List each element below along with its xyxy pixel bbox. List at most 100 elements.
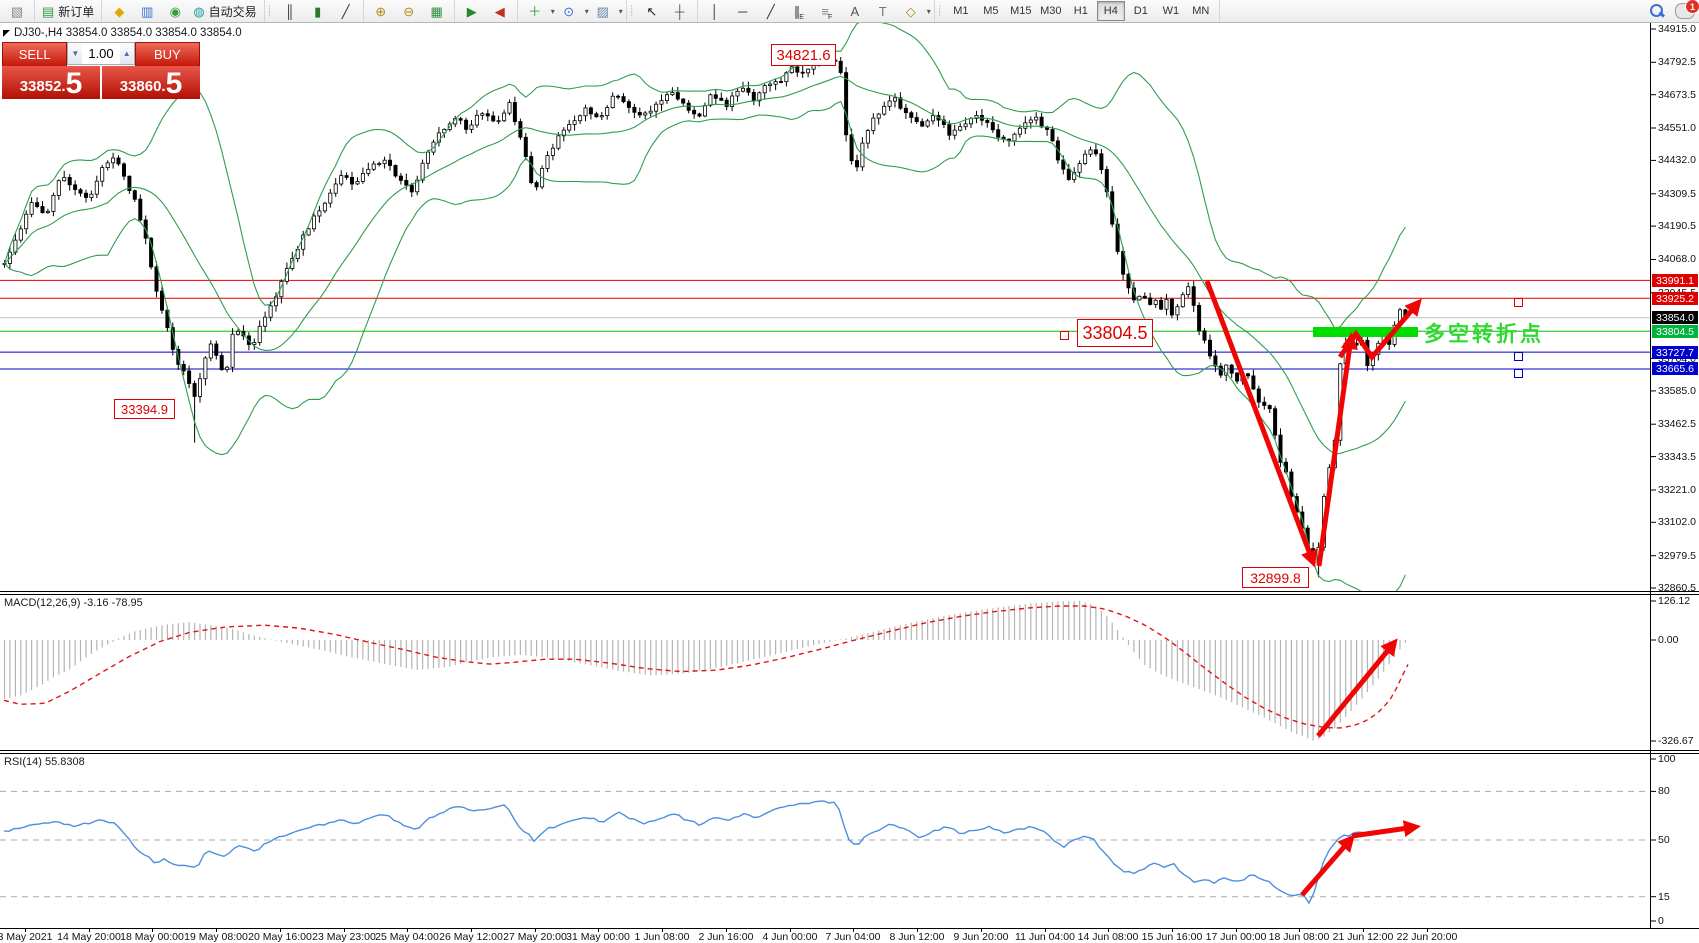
navigator-button[interactable]: ◉ [162, 0, 188, 22]
time-axis-label: 31 May 00:00 [566, 931, 630, 943]
timeframe-M15-button[interactable]: M15 [1010, 5, 1032, 17]
buy-price-pip: 5 [165, 67, 183, 100]
chart-shift-button[interactable]: ◀ [487, 0, 513, 22]
text-icon: A [850, 3, 860, 19]
dropdown-caret-icon: ▾ [550, 6, 555, 16]
volume-stepper[interactable]: ▼ 1.00 ▲ [67, 42, 135, 65]
time-axis-label: 22 Jun 20:00 [1396, 931, 1458, 943]
rsi-level-lines [0, 790, 1650, 898]
horizontal-line-button[interactable]: ─ [730, 0, 756, 22]
time-axis-label: 18 Jun 08:00 [1268, 931, 1330, 943]
price-tag-33854.0: 33854.0 [1652, 311, 1698, 324]
timeframe-M1-button[interactable]: M1 [953, 5, 969, 17]
symbol-ohlc-header: DJ30-,H4 33854.0 33854.0 33854.0 33854.0 [14, 27, 242, 39]
trendline-button[interactable]: ╱ [758, 0, 784, 22]
timeframe-MN-button[interactable]: MN [1192, 5, 1210, 17]
market-watch-icon: ▥ [141, 3, 154, 19]
price-tag-33925.2: 33925.2 [1652, 292, 1698, 305]
rsi-axis-tick: 100 [1658, 753, 1676, 765]
price-tag-33665.6: 33665.6 [1652, 362, 1698, 375]
zoom-out-button[interactable]: ⊖ [396, 0, 422, 22]
chart-corner-icon[interactable] [3, 30, 10, 37]
sell-button[interactable]: SELL [2, 42, 68, 67]
time-axis-label: 27 May 20:00 [503, 931, 567, 943]
volume-decrease-button[interactable]: ▼ [68, 43, 83, 64]
bar-chart-icon: ║ [285, 3, 295, 19]
price-level-lines[interactable] [0, 279, 1650, 370]
buy-price-main: 33860 [119, 78, 162, 95]
zoom-in-icon: ⊕ [375, 3, 387, 19]
price-axis-tick: 33343.5 [1658, 451, 1696, 463]
zoom-in-button[interactable]: ⊕ [368, 0, 394, 22]
timeframe-group: M1 M5 M15 M30 H1 H4 D1 W1 MN [943, 0, 1220, 22]
text-button[interactable]: A [842, 0, 868, 22]
turning-point-highlight-bar[interactable] [1313, 327, 1418, 337]
timeframe-M5-button[interactable]: M5 [983, 5, 999, 17]
auto-trading-button[interactable]: ◍ 自动交易 [193, 3, 257, 19]
time-axis-label: 15 Jun 16:00 [1141, 931, 1203, 943]
timeframe-H4-button[interactable]: H4 [1096, 1, 1125, 21]
timeframe-M30-button[interactable]: M30 [1040, 5, 1062, 17]
layouts-icon: ◆ [114, 3, 125, 19]
line-chart-icon: ╱ [341, 3, 350, 19]
time-axis-label: 8 Jun 12:00 [889, 931, 945, 943]
candlestick-chart-button[interactable]: ▮ [305, 0, 331, 22]
bollinger-bands[interactable] [3, 21, 1406, 599]
volume-value[interactable]: 1.00 [88, 46, 114, 61]
time-axis-label: 1 Jun 08:00 [634, 931, 690, 943]
macd-axis-tick: -326.67 [1658, 735, 1694, 747]
time-axis-label: 4 Jun 00:00 [762, 931, 818, 943]
price-annotation-peak_label[interactable]: 34821.6 [771, 44, 836, 66]
cursor-button[interactable]: ↖ [639, 0, 665, 22]
price-annotation-key_level_label[interactable]: 33804.5 [1077, 319, 1153, 347]
timeframe-W1-button[interactable]: W1 [1162, 5, 1180, 17]
notification-badge: 1 [1685, 0, 1699, 14]
price-annotation-crash_low_label[interactable]: 32899.8 [1242, 567, 1309, 588]
tile-windows-icon: ▦ [430, 3, 443, 19]
price-axis-tick: 34792.5 [1658, 56, 1696, 68]
timeframe-H1-button[interactable]: H1 [1073, 5, 1088, 17]
rsi-indicator-label: RSI(14) 55.8308 [4, 756, 85, 768]
crosshair-icon: ┼ [675, 3, 685, 19]
line-handle-marker[interactable] [1060, 331, 1069, 340]
buy-button[interactable]: BUY [134, 42, 200, 67]
shapes-button[interactable]: ◇ [898, 0, 924, 22]
chart-fragment-button[interactable]: ▧ [4, 0, 30, 22]
indicators-button[interactable]: ＋ [522, 0, 548, 22]
buy-price-display[interactable]: 33860. 5 [102, 66, 200, 99]
line-handle-marker[interactable] [1514, 369, 1523, 378]
search-icon[interactable] [1649, 3, 1666, 19]
tile-windows-button[interactable]: ▦ [424, 0, 450, 22]
sell-price-display[interactable]: 33852. 5 [2, 66, 100, 99]
time-axis-label: 2 Jun 16:00 [698, 931, 754, 943]
price-axis-tick: 34673.5 [1658, 89, 1696, 101]
price-annotation-pullback_low_label[interactable]: 33394.9 [114, 399, 175, 419]
crosshair-button[interactable]: ┼ [667, 0, 693, 22]
equidistant-channel-button[interactable]: ∥ E [793, 3, 804, 22]
macd-panel-separator[interactable] [0, 591, 1699, 592]
market-watch-button[interactable]: ▥ [134, 0, 160, 22]
price-axis-tick: 32860.5 [1658, 582, 1696, 594]
volume-increase-button[interactable]: ▲ [119, 43, 134, 64]
layouts-button[interactable]: ◆ [106, 0, 132, 22]
macd-signal-line [3, 605, 1409, 729]
rsi-panel-separator[interactable] [0, 750, 1699, 751]
turning-point-annotation-text[interactable]: 多空转折点 [1424, 323, 1544, 346]
line-chart-button[interactable]: ╱ [333, 0, 359, 22]
templates-icon: ▨ [596, 3, 609, 19]
periods-button[interactable]: ⊙ [556, 0, 582, 22]
notifications-icon[interactable]: 1 [1675, 0, 1699, 19]
price-tag-33804.5: 33804.5 [1652, 325, 1698, 338]
templates-button[interactable]: ▨ [590, 0, 616, 22]
fibonacci-button[interactable]: ≡ F [821, 3, 833, 22]
timeframe-D1-button[interactable]: D1 [1133, 5, 1148, 17]
line-handle-marker[interactable] [1514, 352, 1523, 361]
new-order-button[interactable]: ▤ 新订单 [42, 3, 95, 19]
bar-chart-button[interactable]: ║ [277, 0, 303, 22]
text-label-button[interactable]: T [870, 0, 896, 22]
time-axis-label: 17 Jun 00:00 [1205, 931, 1267, 943]
vertical-line-button[interactable]: │ [702, 0, 728, 22]
line-handle-marker[interactable] [1514, 298, 1523, 307]
auto-scroll-button[interactable]: ▶ [459, 0, 485, 22]
